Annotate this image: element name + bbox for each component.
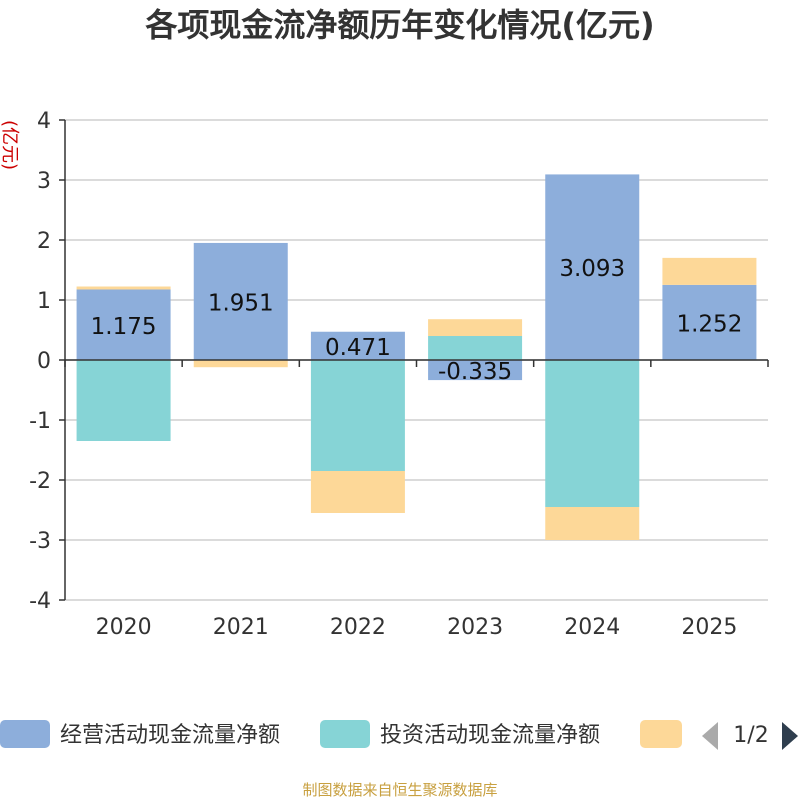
legend-swatch-3 <box>640 720 682 748</box>
bar-2025-series-3 <box>662 257 757 285</box>
bar-2022-series-3 <box>310 471 405 513</box>
y-tick-label: -2 <box>29 469 51 494</box>
bar-2024-series-1 <box>545 174 640 360</box>
x-tick-label: 2022 <box>330 615 386 640</box>
y-tick-labels: 4 3 2 1 0 -1 -2 -3 -4 <box>29 109 51 614</box>
legend-label-1: 经营活动现金流量净额 <box>60 723 280 748</box>
y-axis-label: (亿元) <box>0 120 20 170</box>
y-tick-label: -3 <box>29 529 51 554</box>
x-tick-label: 2020 <box>96 615 152 640</box>
x-tick-label: 2025 <box>681 615 737 640</box>
data-label: 1.951 <box>208 290 274 316</box>
prev-page-icon <box>702 722 718 750</box>
x-tick-labels: 2020 2021 2022 2023 2024 2025 <box>96 615 738 640</box>
data-labels: 1.175 1.951 0.471 -0.335 3.093 1.252 <box>91 256 743 385</box>
bar-2022-series-1 <box>310 331 405 360</box>
x-tick-label: 2021 <box>213 615 269 640</box>
y-tick-label: 1 <box>37 289 51 314</box>
bar-2024-series-3 <box>545 507 640 540</box>
legend-swatch-2 <box>320 720 370 748</box>
y-tick-label: 3 <box>37 169 51 194</box>
x-tick-label: 2024 <box>564 615 620 640</box>
legend-swatch-1 <box>0 720 50 748</box>
bar-2024-series-2 <box>545 360 640 507</box>
chart-title: 各项现金流净额历年变化情况(亿元) <box>145 6 654 44</box>
legend-page-indicator: 1/2 <box>733 723 768 748</box>
bar-2021-series-3 <box>193 360 288 368</box>
bar-2020-series-3 <box>76 286 171 290</box>
data-label: 3.093 <box>559 256 625 282</box>
bar-2023-series-3 <box>428 319 523 336</box>
data-label: 1.175 <box>91 314 157 340</box>
data-label: -0.335 <box>438 359 512 385</box>
data-label: 1.252 <box>676 311 742 337</box>
y-tick-label: -1 <box>29 409 51 434</box>
y-tick-label: 0 <box>37 349 51 374</box>
bar-2023-series-2 <box>428 336 523 360</box>
bar-2023-series-1 <box>428 360 523 381</box>
bar-2021-series-1 <box>193 242 288 360</box>
axes <box>64 120 769 600</box>
x-tick-label: 2023 <box>447 615 503 640</box>
data-source: 制图数据来自恒生聚源数据库 <box>302 781 497 799</box>
bar-2025-series-1 <box>662 284 757 360</box>
legend: 经营活动现金流量净额 投资活动现金流量净额 1/2 <box>0 720 798 750</box>
data-label: 0.471 <box>325 335 391 361</box>
bar-2022-series-2 <box>310 360 405 471</box>
y-tick-label: 4 <box>37 109 51 134</box>
y-tick-label: 2 <box>37 229 51 254</box>
y-tick-label: -4 <box>29 589 51 614</box>
legend-label-2: 投资活动现金流量净额 <box>380 723 600 748</box>
bar-2020-series-1 <box>76 289 171 360</box>
bars <box>76 174 757 540</box>
bar-2020-series-2 <box>76 360 171 441</box>
next-page-icon <box>782 722 798 750</box>
